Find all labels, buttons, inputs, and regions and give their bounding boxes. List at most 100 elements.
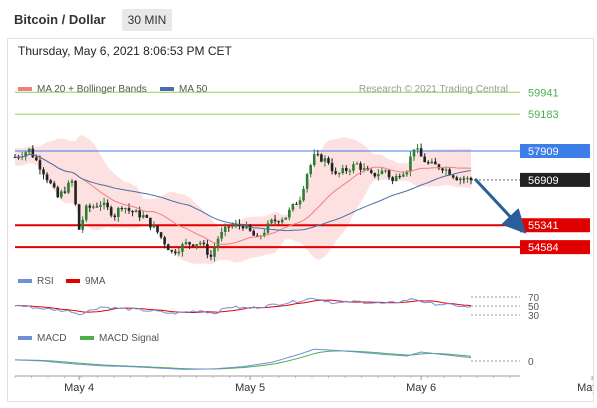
candle-body xyxy=(320,154,323,162)
bollinger-band xyxy=(15,135,471,265)
candle-body xyxy=(248,224,252,231)
candle-body xyxy=(423,156,426,163)
candle-body xyxy=(334,171,337,174)
legend-label-macd-signal: MACD Signal xyxy=(99,333,159,344)
candle-body xyxy=(60,191,63,198)
x-tick-label: May 7 xyxy=(577,382,593,394)
ma20-line xyxy=(15,153,472,245)
price-level-labels: 59941 59183 57909 56909 55341 54584 xyxy=(520,87,590,255)
candle-body xyxy=(109,207,113,216)
macd-panel: 0 xyxy=(14,348,534,370)
rsi-level-label: 50 xyxy=(528,302,540,313)
candle-body xyxy=(466,177,469,179)
bollinger-band-area xyxy=(15,135,471,265)
candle-body xyxy=(462,178,466,180)
candle-body xyxy=(138,210,141,218)
candle-body xyxy=(35,157,38,161)
rsi-line xyxy=(14,297,472,316)
x-tick-label: May 5 xyxy=(235,382,265,394)
candle-body xyxy=(273,219,277,222)
candle-body xyxy=(52,183,56,188)
candle-body xyxy=(302,188,305,201)
candle-body xyxy=(17,157,20,159)
legend-swatch-macd-signal xyxy=(80,336,94,340)
red-level-tag xyxy=(520,218,590,233)
candle-body xyxy=(387,170,391,178)
candle-body xyxy=(298,200,302,205)
candle-body xyxy=(206,244,209,255)
candle-body xyxy=(352,164,355,171)
candle-body xyxy=(398,176,402,178)
candle-body xyxy=(117,208,120,218)
main-legend: MA 20 + Bollinger Bands MA 50 xyxy=(18,84,208,95)
candle-body xyxy=(27,148,31,153)
legend-label-ma50: MA 50 xyxy=(179,84,208,95)
candle-body xyxy=(231,225,234,227)
candle-body xyxy=(198,242,202,245)
header-bar: Bitcoin / Dollar 30 MIN xyxy=(0,0,597,40)
candle-body xyxy=(99,205,102,207)
candle-body xyxy=(184,242,188,245)
candle-body xyxy=(188,242,191,245)
green-level-label: 59183 xyxy=(528,109,559,121)
candle-body xyxy=(45,174,49,181)
macd-line xyxy=(14,348,472,370)
chart-svg[interactable]: Thursday, May 6, 2021 8:06:53 PM CET Res… xyxy=(8,39,593,401)
candle-body xyxy=(177,251,181,254)
candle-body xyxy=(145,215,149,218)
timeframe-badge[interactable]: 30 MIN xyxy=(122,9,172,31)
rsi-legend: RSI 9MA xyxy=(18,276,106,287)
instrument-title: Bitcoin / Dollar xyxy=(14,12,106,27)
candle-body xyxy=(92,206,95,208)
candle-body xyxy=(362,168,366,170)
macd-legend: MACD MACD Signal xyxy=(18,333,159,344)
red-level-tag xyxy=(520,240,590,255)
candle-body xyxy=(223,226,227,232)
candle-body xyxy=(405,171,409,175)
legend-label-9ma: 9MA xyxy=(85,276,106,287)
legend-label-rsi: RSI xyxy=(37,276,54,287)
legend-swatch-ma50 xyxy=(160,87,174,91)
candle-body xyxy=(152,225,156,228)
candle-body xyxy=(74,180,77,205)
candle-body xyxy=(277,221,280,223)
candle-body xyxy=(291,203,295,210)
rsi-level-label: 70 xyxy=(528,293,540,304)
candle-body xyxy=(409,156,412,172)
candle-body xyxy=(227,226,231,228)
legend-swatch-9ma xyxy=(66,279,80,283)
candle-body xyxy=(241,225,245,229)
candle-body xyxy=(102,202,106,206)
candle-body xyxy=(284,217,288,220)
candle-body xyxy=(341,168,345,174)
blue-level-label: 57909 xyxy=(528,146,559,158)
candle-body xyxy=(127,208,131,211)
macd-zero-label: 0 xyxy=(528,357,534,368)
candle-body xyxy=(120,208,124,210)
last-price-tag xyxy=(520,172,590,187)
legend-label-macd: MACD xyxy=(37,333,66,344)
candle-body xyxy=(163,237,166,245)
candle-body xyxy=(280,219,284,223)
candle-body xyxy=(84,205,88,220)
last-price-label: 56909 xyxy=(528,175,559,187)
candle-body xyxy=(455,177,459,181)
candle-body xyxy=(174,251,177,254)
candle-body xyxy=(416,148,419,150)
candle-body xyxy=(348,170,352,172)
candle-body xyxy=(81,219,84,230)
red-level-label: 55341 xyxy=(528,220,559,232)
candle-body xyxy=(459,178,462,181)
chart-timestamp: Thursday, May 6, 2021 8:06:53 PM CET xyxy=(18,44,233,58)
candle-body xyxy=(437,164,441,169)
rsi-level-label: 30 xyxy=(528,311,540,322)
candle-body xyxy=(426,162,430,164)
candle-body xyxy=(434,161,437,165)
candle-body xyxy=(377,174,380,177)
candle-body xyxy=(213,247,216,257)
candle-body xyxy=(67,182,70,193)
candle-body xyxy=(288,209,291,218)
candle-body xyxy=(384,170,387,172)
legend-swatch-rsi xyxy=(18,279,32,283)
candle-body xyxy=(234,223,238,226)
